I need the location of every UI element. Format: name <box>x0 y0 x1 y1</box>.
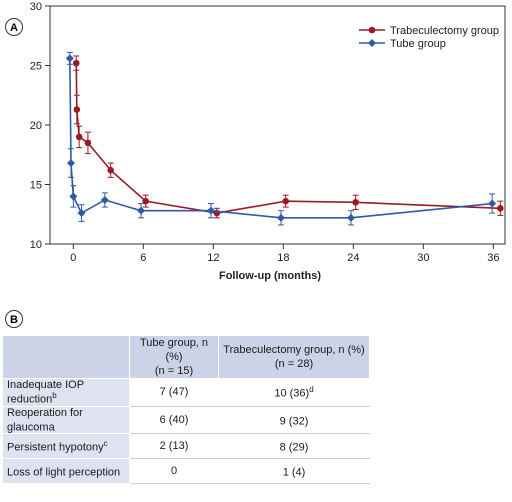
panel-b-badge-wrap: B <box>5 310 23 328</box>
row-label: Persistent hypotonyc <box>2 433 130 460</box>
row-label-text: Loss of light perception <box>7 466 121 479</box>
y-tick-label: 15 <box>30 180 42 192</box>
row-label-footnote: b <box>52 391 57 400</box>
col-header-tube-line2: (n = 15) <box>154 365 194 377</box>
table-row: Persistent hypotonyc 2 (13) 8 (29) <box>2 433 370 460</box>
legend-label: Tube group <box>390 38 446 50</box>
table-row: Inadequate IOP reductionb 7 (47) 10 (36)… <box>2 378 370 407</box>
axis-x-title: Follow-up (months) <box>219 270 321 282</box>
data-point <box>142 197 149 205</box>
x-tick-label: 24 <box>347 252 359 264</box>
data-point <box>137 206 145 215</box>
row-label-footnote: c <box>103 438 108 448</box>
cell-tube: 2 (13) <box>129 433 219 460</box>
table-corner-cell <box>2 335 130 379</box>
cell-trab-footnote: d <box>309 385 314 394</box>
x-tick-label: 30 <box>417 252 429 264</box>
data-point <box>347 213 355 222</box>
results-table: Tube group, n (%) (n = 15) Trabeculectom… <box>2 335 370 485</box>
row-label-text: Reoperation for glaucoma <box>7 406 83 434</box>
cell-tube: 6 (40) <box>129 405 219 435</box>
table-header-row: Tube group, n (%) (n = 15) Trabeculectom… <box>2 335 370 379</box>
col-header-trab: Trabeculectomy group, n (%) (n = 28) <box>218 335 370 379</box>
panel-b-label: B <box>10 314 18 326</box>
x-tick-label: 12 <box>207 252 219 264</box>
data-point <box>75 133 83 141</box>
data-point <box>107 166 114 174</box>
y-tick-label: 20 <box>30 120 42 132</box>
data-point <box>77 209 86 218</box>
results-table-wrap: Tube group, n (%) (n = 15) Trabeculectom… <box>2 335 370 485</box>
series-line-tube <box>69 58 493 219</box>
y-tick-label: 30 <box>30 1 42 13</box>
x-tick-label: 0 <box>70 252 76 264</box>
data-point <box>277 213 285 222</box>
legend-marker <box>368 26 376 34</box>
panel-a-label: A <box>10 22 18 34</box>
data-point <box>497 205 504 212</box>
row-label: Reoperation for glaucoma <box>2 405 130 435</box>
data-point <box>207 206 215 215</box>
row-label-text: Inadequate IOP reduction <box>7 379 84 406</box>
panel-b-badge <box>5 310 23 328</box>
cell-trab-text: 9 (32) <box>279 415 309 428</box>
y-tick-label: 25 <box>30 61 42 73</box>
col-header-trab-line2: (n = 28) <box>274 358 314 370</box>
data-point <box>69 192 78 201</box>
cell-tube: 7 (47) <box>129 378 219 407</box>
x-tick-label: 6 <box>140 252 146 264</box>
table-row: Reoperation for glaucoma 6 (40) 9 (32) <box>2 405 370 435</box>
chart-panel-a: 10 15 20 25 30 0 6 12 18 24 30 36 Trabeculectomy gr… <box>5 1 506 282</box>
cell-trab-text: 8 (29) <box>279 441 309 454</box>
cell-tube: 0 <box>129 458 219 485</box>
y-tick-label: 10 <box>30 239 42 251</box>
data-point <box>100 195 109 204</box>
data-point <box>282 197 289 205</box>
legend-marker <box>368 39 376 47</box>
row-label: Loss of light perception <box>2 458 130 485</box>
data-point <box>72 59 80 67</box>
data-point <box>73 106 81 113</box>
cell-trab: 10 (36)d <box>218 378 370 407</box>
table-row: Loss of light perception 0 1 (4) <box>2 458 370 485</box>
row-label: Inadequate IOP reductionb <box>2 378 130 407</box>
data-point <box>67 159 75 168</box>
panel-a-badge <box>5 18 23 36</box>
series-line-trabeculectomy <box>75 63 501 214</box>
data-point <box>352 199 359 206</box>
x-tick-label: 36 <box>487 252 499 264</box>
col-header-trab-line1: Trabeculectomy group, n (%) <box>223 344 365 356</box>
x-tick-label: 18 <box>277 252 289 264</box>
col-header-tube: Tube group, n (%) (n = 15) <box>129 335 219 379</box>
data-point <box>84 139 92 147</box>
data-point <box>488 199 497 208</box>
row-label-text: Persistent hypotony <box>7 441 104 454</box>
cell-trab: 8 (29) <box>218 433 370 460</box>
col-header-tube-line1: Tube group, n (%) <box>139 337 209 363</box>
cell-trab-text: 1 (4) <box>282 466 306 479</box>
data-point <box>65 54 74 63</box>
cell-trab-text: 10 (36) <box>274 387 310 400</box>
legend-label: Trabeculectomy group <box>390 25 499 37</box>
cell-trab: 1 (4) <box>218 458 370 485</box>
cell-trab: 9 (32) <box>218 405 370 435</box>
